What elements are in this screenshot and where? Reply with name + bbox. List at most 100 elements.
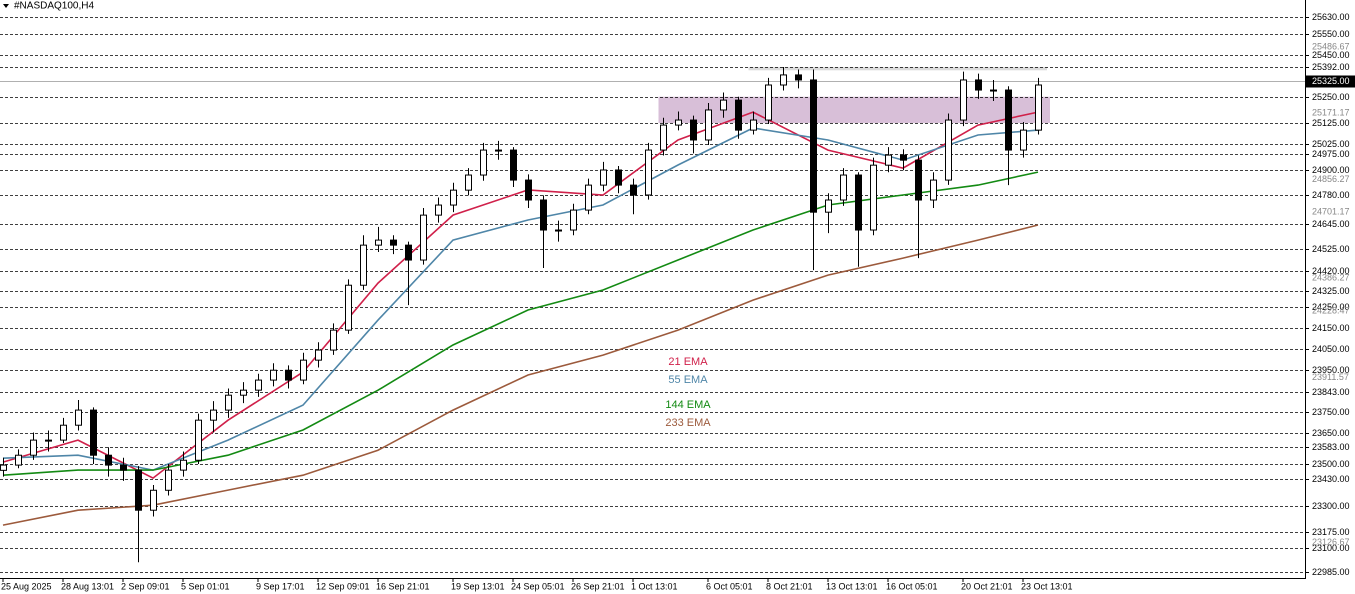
y-minor-label: 24386.27 (1312, 272, 1350, 282)
x-tick-label: 26 Sep 21:01 (571, 581, 625, 591)
x-tick-label: 2 Sep 09:01 (121, 581, 170, 591)
x-tick-label: 25 Aug 2025 (1, 581, 52, 591)
candle-body (840, 174, 847, 201)
y-tick-label: 24525.00 (1312, 244, 1350, 254)
candle-body (945, 119, 952, 181)
candle-body (30, 439, 37, 456)
x-tick-label: 16 Oct 05:01 (886, 581, 938, 591)
candle-body (990, 89, 997, 92)
candle-body (660, 124, 667, 151)
last-price-box (1306, 75, 1355, 88)
x-tick-label: 6 Oct 05:01 (706, 581, 753, 591)
candle-body (915, 159, 922, 201)
ema-line (2, 127, 1039, 471)
candle-body (870, 164, 877, 231)
y-tick-label: 23300.00 (1312, 501, 1350, 511)
y-tick-label: 23500.00 (1312, 459, 1350, 469)
candle-body (315, 349, 322, 361)
candle-body (600, 169, 607, 186)
x-tick-label: 12 Sep 09:01 (316, 581, 370, 591)
y-tick-label: 23100.00 (1312, 543, 1350, 553)
legend-label: 233 EMA (665, 417, 711, 429)
candle-body (240, 389, 247, 396)
candle-body (330, 329, 337, 351)
x-tick-label: 1 Oct 13:01 (631, 581, 678, 591)
candle-body (810, 79, 817, 213)
y-tick-label: 25392.00 (1312, 62, 1350, 72)
candle-body (480, 149, 487, 176)
candle-body (855, 174, 862, 231)
x-tick-label: 28 Aug 13:01 (61, 581, 114, 591)
candle-body (15, 454, 22, 466)
candle-body (0, 464, 7, 471)
menu-arrow[interactable] (3, 4, 9, 8)
y-tick-label: 25630.00 (1312, 12, 1350, 22)
candle-body (435, 204, 442, 216)
y-tick-label: 24250.00 (1312, 302, 1350, 312)
candle-body (105, 454, 112, 466)
candle-body (900, 154, 907, 161)
candle-body (300, 359, 307, 381)
candle-body (465, 174, 472, 191)
candle-body (1020, 129, 1027, 151)
candle-body (390, 239, 397, 246)
candle-body (585, 184, 592, 211)
candle-body (675, 119, 682, 126)
y-tick-label: 23175.00 (1312, 527, 1350, 537)
y-minor-label: 25171.17 (1312, 108, 1350, 118)
x-tick-label: 13 Oct 13:01 (826, 581, 878, 591)
zone (658, 96, 1050, 123)
y-minor-label: 24701.17 (1312, 206, 1350, 216)
candle-body (645, 149, 652, 196)
candle-body (930, 179, 937, 201)
candle-body (1005, 89, 1012, 151)
y-tick-label: 24975.00 (1312, 149, 1350, 159)
candle-body (450, 189, 457, 206)
candle-body (630, 184, 637, 196)
x-tick-label: 16 Sep 21:01 (376, 581, 430, 591)
x-tick-label: 20 Oct 21:01 (961, 581, 1013, 591)
candle-body (780, 74, 787, 86)
candle-body (720, 99, 727, 111)
y-tick-label: 25550.00 (1312, 29, 1350, 39)
candle-body (210, 409, 217, 421)
y-tick-label: 23650.00 (1312, 428, 1350, 438)
plot: 21 EMA 55 EMA 144 EMA 233 EMA (0, 17, 1305, 573)
candle-body (120, 464, 127, 471)
candle-body (555, 229, 562, 232)
candle-body (1035, 84, 1042, 131)
legend-label: 144 EMA (665, 399, 711, 411)
y-tick-label: 23950.00 (1312, 365, 1350, 375)
candle-body (405, 244, 412, 261)
candle-body (960, 79, 967, 121)
x-tick-label: 8 Oct 21:01 (766, 581, 813, 591)
y-tick-label: 24900.00 (1312, 165, 1350, 175)
candle-body (150, 489, 157, 511)
y-tick-label: 24050.00 (1312, 344, 1350, 354)
candle-body (60, 424, 67, 441)
candle-body (180, 459, 187, 471)
candle-body (735, 99, 742, 131)
candle-body (765, 84, 772, 121)
candle-body (75, 409, 82, 426)
candle-body (195, 419, 202, 461)
candle-body (795, 74, 802, 81)
candle-body (540, 199, 547, 231)
last-price-label: 25325.00 (1312, 76, 1350, 86)
y-tick-label: 24420.00 (1312, 266, 1350, 276)
candle-body (135, 469, 142, 511)
candle-body (510, 149, 517, 181)
y-tick-label: 25250.00 (1312, 92, 1350, 102)
candle-body (495, 149, 502, 152)
candle-body (165, 469, 172, 491)
y-tick-label: 24325.00 (1312, 286, 1350, 296)
y-tick-label: 24780.00 (1312, 190, 1350, 200)
x-tick-label: 5 Sep 01:01 (181, 581, 230, 591)
ema-line (2, 171, 1039, 476)
candle-body (225, 394, 232, 411)
candle-body (525, 179, 532, 201)
chart-title: #NASDAQ100,H4 (14, 1, 94, 12)
candle-body (345, 284, 352, 331)
candle-body (45, 439, 52, 442)
